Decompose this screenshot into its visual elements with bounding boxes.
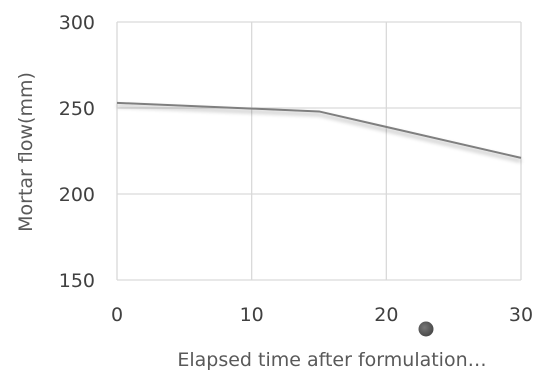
series-line	[116, 101, 522, 159]
data-point	[520, 157, 522, 159]
data-point	[116, 102, 118, 104]
y-tick-label: 200	[59, 184, 95, 206]
data-point	[318, 110, 320, 112]
y-axis-title: Mortar flow(mm)	[15, 72, 37, 232]
y-tick-label: 300	[59, 12, 95, 34]
x-tick-label: 10	[240, 304, 264, 326]
cursor-dot-icon	[418, 321, 434, 337]
gridlines	[116, 21, 522, 281]
plot-area	[116, 101, 522, 159]
x-axis-title: Elapsed time after formulation…	[177, 349, 486, 370]
x-tick-label: 0	[111, 304, 123, 326]
y-tick-label: 150	[59, 270, 95, 292]
y-tick-label: 250	[59, 98, 95, 120]
tick-labels: 150 200 250 300 0 10 20 30	[59, 12, 533, 326]
x-tick-label: 30	[509, 304, 533, 326]
x-tick-label: 20	[374, 304, 398, 326]
